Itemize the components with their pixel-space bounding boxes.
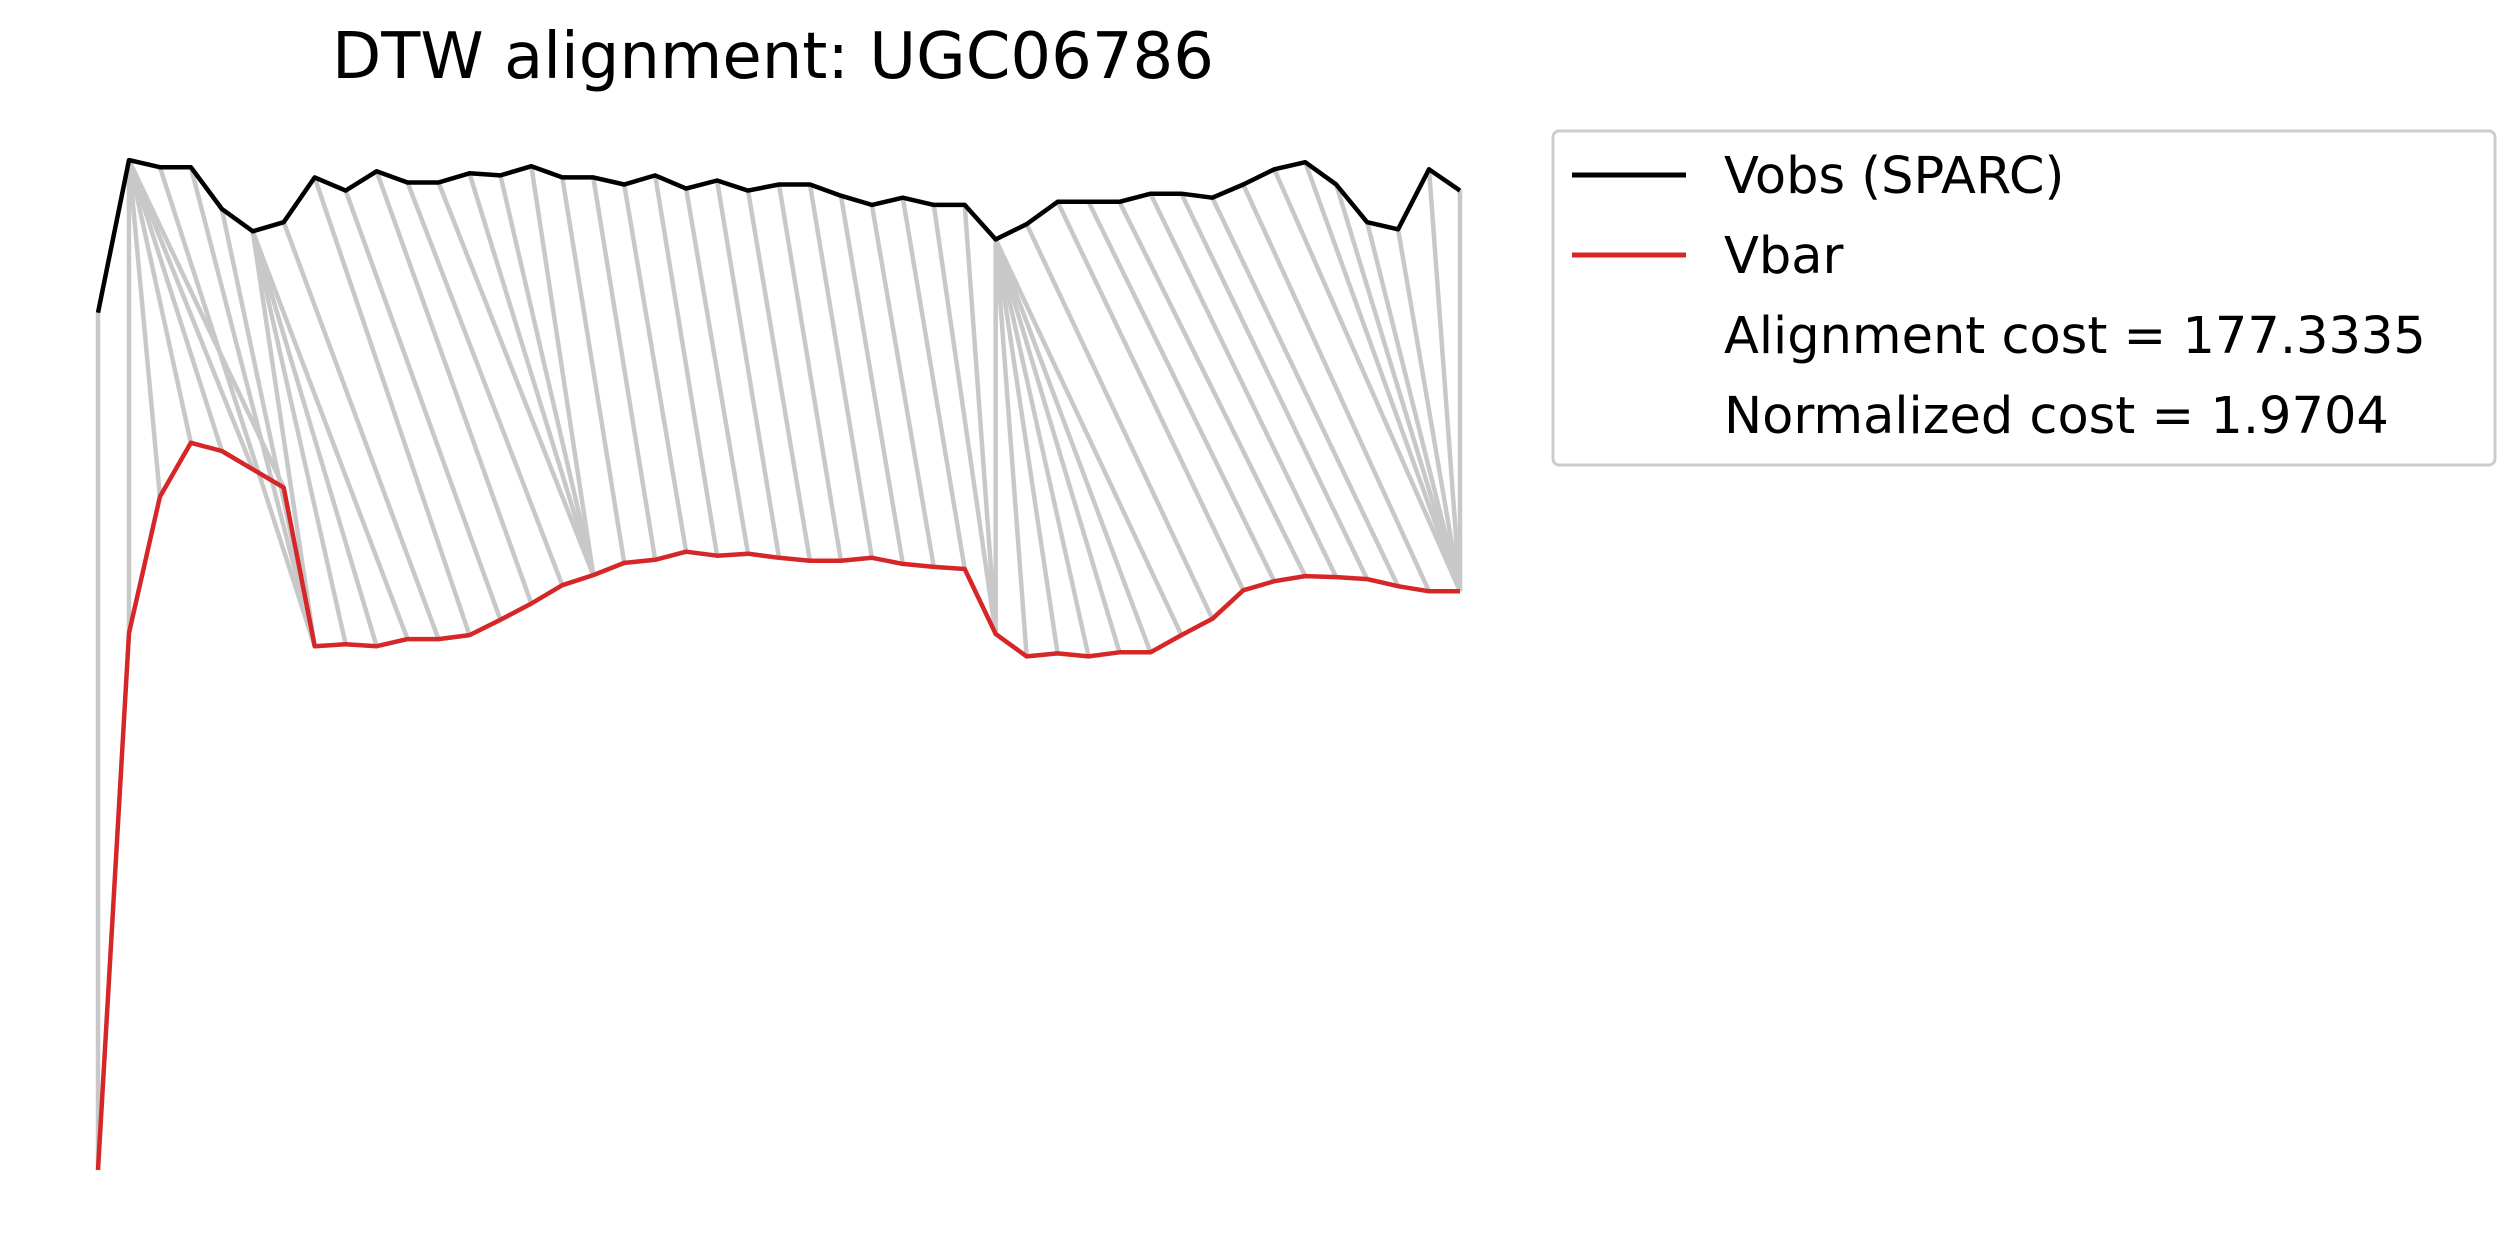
alignment-line: [157, 166, 317, 647]
alignment-line: [745, 190, 813, 562]
alignment-line: [1272, 168, 1463, 593]
alignment-line: [807, 184, 875, 559]
alignment-line: [250, 230, 410, 640]
alignment-line: [281, 221, 441, 640]
alignment-line: [126, 159, 224, 452]
alignment-line: [250, 230, 317, 647]
alignment-line: [1241, 183, 1432, 593]
alignment-line: [1426, 169, 1463, 592]
alignment-line: [1024, 223, 1215, 620]
alignment-line: [405, 181, 565, 587]
alignment-line: [776, 184, 844, 562]
alignment-line: [250, 230, 348, 645]
series-lines: [95, 157, 1462, 1171]
alignment-line: [498, 174, 596, 576]
alignment-line: [993, 238, 1122, 653]
alignment-line: [560, 177, 627, 564]
alignment-line: [467, 172, 596, 576]
alignment-line: [838, 195, 906, 565]
alignment-line: [993, 238, 1153, 654]
alignment-line: [343, 189, 503, 621]
alignment-line: [1179, 192, 1370, 581]
alignment-line: [436, 181, 596, 576]
alignment-line: [374, 170, 534, 605]
alignment-line: [993, 239, 1029, 657]
alignment-line: [126, 159, 163, 497]
alignment-lines: [95, 159, 1463, 1170]
alignment-line: [714, 180, 782, 559]
alignment-line: [188, 166, 317, 647]
alignment-line: [652, 175, 720, 557]
legend-normalized-cost: Normalized cost = 1.9704: [1724, 387, 2389, 446]
alignment-line: [1117, 200, 1308, 578]
legend-frame: [1551, 129, 2497, 467]
alignment-line: [1055, 200, 1246, 592]
legend-alignment-cost: Alignment cost = 177.3335: [1724, 307, 2426, 366]
alignment-line: [1395, 228, 1463, 592]
alignment-line: [1334, 183, 1463, 592]
alignment-line: [869, 204, 936, 568]
alignment-line: [1148, 192, 1339, 579]
alignment-line: [312, 176, 472, 636]
chart-title: DTW alignment: UGC06786: [332, 20, 1214, 94]
alignment-line: [622, 184, 689, 553]
alignment-line: [529, 165, 596, 576]
alignment-line: [126, 159, 194, 444]
alignment-line: [126, 159, 255, 471]
alignment-line: [1364, 221, 1463, 592]
vobs-line: [95, 157, 1462, 314]
alignment-line: [1210, 196, 1401, 588]
legend-label-vobs: Vobs (SPARC): [1724, 147, 2064, 206]
alignment-line: [900, 197, 967, 570]
alignment-line: [962, 204, 998, 635]
alignment-line: [1303, 161, 1463, 593]
legend: Vobs (SPARC) Vbar Alignment cost = 177.3…: [1551, 129, 2497, 467]
alignment-line: [591, 177, 658, 561]
alignment-line: [1086, 200, 1277, 583]
alignment-line: [250, 230, 379, 647]
legend-label-vbar: Vbar: [1724, 227, 1844, 286]
vbar-line: [95, 440, 1460, 1171]
alignment-line: [993, 239, 1060, 654]
alignment-line: [931, 204, 998, 635]
alignment-line: [993, 238, 1184, 637]
alignment-line: [683, 188, 751, 555]
alignment-line: [993, 238, 1091, 657]
